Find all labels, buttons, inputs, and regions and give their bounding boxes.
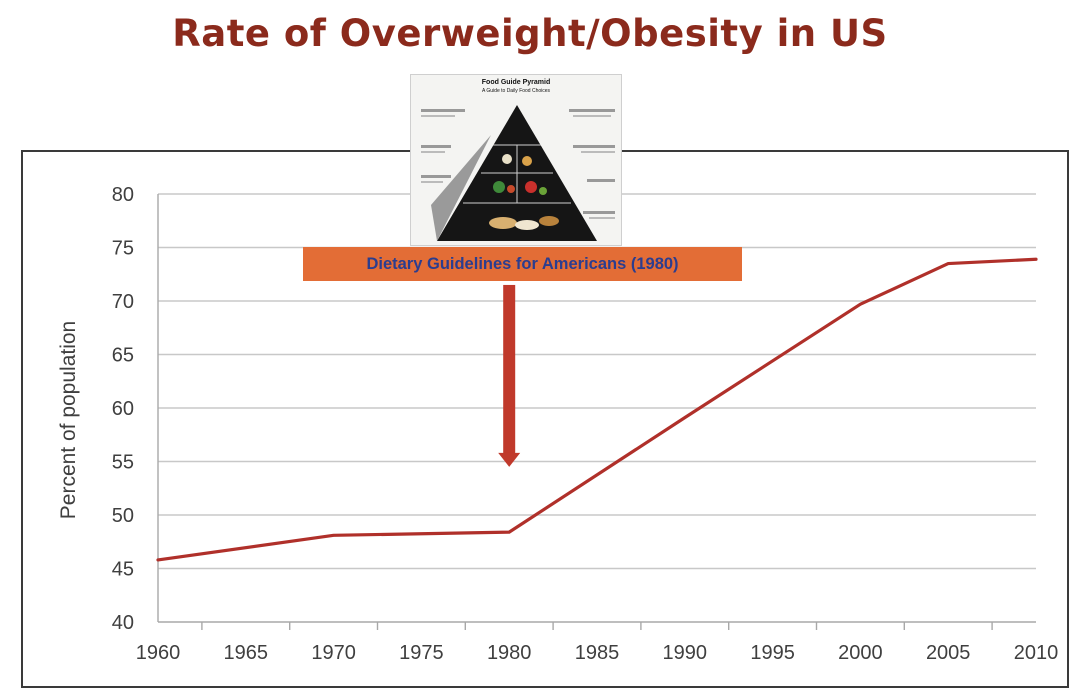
y-tick-label: 80 <box>112 184 134 206</box>
annotation-arrow-group <box>498 284 521 467</box>
x-tick-label: 1990 <box>663 642 708 664</box>
x-tick-label: 1965 <box>224 642 269 664</box>
y-tick-label: 70 <box>112 291 134 313</box>
y-tick-label: 40 <box>112 612 134 634</box>
x-tick-label: 1980 <box>487 642 532 664</box>
y-tick-label: 45 <box>112 559 134 581</box>
y-tick-label: 50 <box>112 505 134 527</box>
x-tick-label: 1985 <box>575 642 620 664</box>
y-tick-label: 65 <box>112 345 134 367</box>
annotation-arrow-shaft <box>503 284 516 454</box>
food-guide-pyramid-image: Food Guide Pyramid A Guide to Daily Food… <box>410 74 622 246</box>
pyramid-subtitle: A Guide to Daily Food Choices <box>481 88 551 94</box>
series-line <box>156 257 1038 562</box>
series-lines <box>156 257 1038 562</box>
annotation-box: Dietary Guidelines for Americans (1980) <box>303 247 742 281</box>
y-tick-labels: 40 45 50 55 60 65 70 75 80 <box>112 184 134 634</box>
pyramid-title: Food Guide Pyramid <box>481 79 551 86</box>
gridlines <box>158 193 1036 570</box>
x-tick-label: 2010 <box>1014 642 1059 664</box>
x-tick-labels: 1960 1965 1970 1975 1980 1985 1990 1995 2000 2005… <box>136 642 1059 664</box>
y-axis-label: Percent of population <box>57 321 80 519</box>
y-tick-label: 75 <box>112 238 134 260</box>
pyramid-drawing <box>421 105 615 241</box>
x-tick-label: 1960 <box>136 642 181 664</box>
y-tick-label: 55 <box>112 452 134 474</box>
x-tick-label: 1970 <box>311 642 356 664</box>
x-tick-label: 2000 <box>838 642 883 664</box>
annotation-label: Dietary Guidelines for Americans (1980) <box>366 254 679 273</box>
x-tick-label: 1975 <box>399 642 444 664</box>
x-tick-label: 2005 <box>926 642 971 664</box>
chart-title: Rate of Overweight/Obesity in US <box>172 12 888 55</box>
annotation-arrow-head <box>498 452 521 467</box>
x-tick-label: 1995 <box>750 642 795 664</box>
y-tick-label: 60 <box>112 398 134 420</box>
axes <box>157 194 1036 630</box>
